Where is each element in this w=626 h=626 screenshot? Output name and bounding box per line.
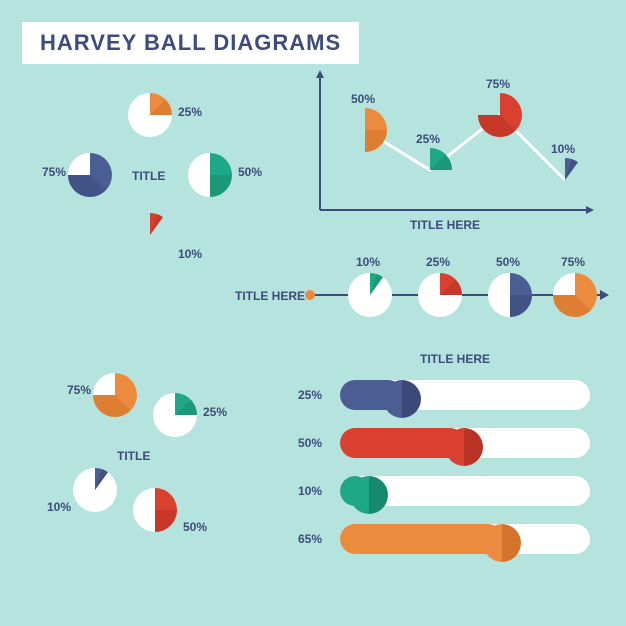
bar-cap bbox=[483, 524, 521, 562]
percent-label: 10% bbox=[551, 142, 575, 156]
percent-label: 25% bbox=[298, 388, 322, 402]
harvey-ball bbox=[188, 153, 232, 197]
harvey-ball bbox=[343, 108, 387, 152]
diamond-title: TITLE bbox=[117, 449, 150, 463]
percent-label: 50% bbox=[298, 436, 322, 450]
harvey-ball bbox=[68, 153, 112, 197]
harvey-ball bbox=[543, 158, 587, 202]
percent-label: 25% bbox=[426, 255, 450, 269]
page-title: HARVEY BALL DIAGRAMS bbox=[22, 22, 359, 64]
harvey-ball bbox=[128, 93, 172, 137]
percent-label: 10% bbox=[356, 255, 380, 269]
arrow-head-icon bbox=[600, 290, 609, 300]
harvey-ball bbox=[553, 273, 597, 317]
percent-label: 75% bbox=[486, 77, 510, 91]
bar-cap bbox=[445, 428, 483, 466]
percent-label: 10% bbox=[298, 484, 322, 498]
harvey-ball bbox=[153, 393, 197, 437]
harvey-ball bbox=[418, 273, 462, 317]
diamond-title: TITLE bbox=[132, 169, 165, 183]
percent-label: 10% bbox=[47, 500, 71, 514]
bar-fill bbox=[340, 524, 503, 554]
timeline-start-dot bbox=[305, 290, 315, 300]
timeline-title: TITLE HERE bbox=[235, 289, 305, 303]
harvey-ball bbox=[93, 373, 137, 417]
percent-label: 75% bbox=[67, 383, 91, 397]
percent-label: 50% bbox=[496, 255, 520, 269]
percent-label: 25% bbox=[416, 132, 440, 146]
percent-label: 65% bbox=[298, 532, 322, 546]
harvey-ball bbox=[348, 273, 392, 317]
percent-label: 50% bbox=[351, 92, 375, 106]
harvey-ball bbox=[478, 93, 522, 137]
percent-label: 25% bbox=[178, 105, 202, 119]
percent-label: 50% bbox=[238, 165, 262, 179]
bar-cap bbox=[383, 380, 421, 418]
bar-cap bbox=[350, 476, 388, 514]
harvey-ball bbox=[133, 488, 177, 532]
harvey-ball bbox=[73, 468, 117, 512]
percent-label: 50% bbox=[183, 520, 207, 534]
harvey-ball bbox=[488, 273, 532, 317]
percent-label: 10% bbox=[178, 247, 202, 261]
percent-label: 75% bbox=[561, 255, 585, 269]
linechart-title: TITLE HERE bbox=[410, 218, 480, 232]
harvey-ball bbox=[408, 148, 452, 192]
harvey-ball bbox=[128, 213, 172, 257]
percent-label: 75% bbox=[42, 165, 66, 179]
bars-title: TITLE HERE bbox=[420, 352, 490, 366]
percent-label: 25% bbox=[203, 405, 227, 419]
